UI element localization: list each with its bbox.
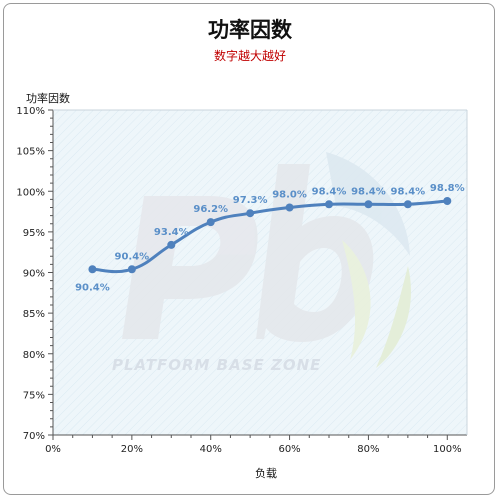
data-label: 90.4% [75, 282, 110, 293]
data-point [167, 240, 176, 249]
y-tick-label: 75% [23, 390, 45, 401]
watermark-leaf-green [342, 240, 371, 360]
data-label: 97.3% [233, 195, 268, 206]
data-labels: 90.4% 90.4% 93.4% 96.2% 97.3% 98.0% 98.4% 98.4%… [75, 183, 465, 293]
data-point [127, 265, 136, 274]
chart-subtitle: 数字越大越好 [213, 49, 286, 63]
chart-frame: 功率因数 数字越大越好 PLATFORM BASE ZONE 70% 75% 80%… [3, 3, 495, 495]
data-point [325, 200, 333, 209]
x-tick-labels: 0% 20% 40% 60% 80% 100% [45, 444, 462, 455]
series-points [88, 197, 452, 274]
y-tick-label: 90% [23, 269, 45, 280]
y-axis-title: 功率因数 [26, 91, 70, 105]
watermark-letter-p [122, 196, 258, 339]
x-tick-label: 60% [278, 444, 300, 455]
data-label: 96.2% [193, 204, 228, 215]
chart-title: 功率因数 [208, 18, 292, 42]
data-label: 93.4% [154, 227, 189, 238]
y-tick-label: 80% [23, 350, 45, 361]
data-label: 98.4% [312, 186, 347, 197]
y-tick-label: 85% [23, 309, 45, 320]
data-point [443, 197, 452, 205]
series-line [92, 199, 448, 274]
data-point [285, 203, 294, 212]
y-tick-labels: 70% 75% 80% 85% 90% 95% 100% 105% 110% [16, 106, 45, 442]
y-tick-label: 105% [16, 147, 45, 158]
data-label: 98.8% [430, 183, 465, 194]
data-label: 98.4% [351, 186, 386, 197]
x-tick-label: 0% [45, 444, 61, 455]
data-point [403, 200, 412, 209]
data-point [364, 200, 373, 209]
x-tick-label: 20% [121, 444, 143, 455]
y-tick-label: 110% [16, 106, 45, 117]
watermark-leaf-green-2 [376, 266, 412, 368]
x-tick-label: 40% [200, 444, 222, 455]
y-tick-label: 70% [23, 431, 45, 442]
x-tick-label: 100% [433, 444, 462, 455]
watermark-text: PLATFORM BASE ZONE [112, 356, 321, 374]
y-tick-label: 100% [16, 187, 45, 198]
y-tick-label: 95% [23, 228, 45, 239]
data-point [88, 265, 97, 274]
x-axis-title: 负载 [255, 466, 277, 480]
line-chart: PLATFORM BASE ZONE 70% 75% 80% 85% 90% 95% 100… [16, 91, 468, 480]
data-label: 90.4% [115, 251, 150, 262]
axes [48, 109, 468, 440]
data-label: 98.0% [272, 190, 307, 201]
data-point [246, 209, 255, 218]
data-point [206, 218, 215, 227]
x-tick-label: 80% [357, 444, 379, 455]
data-label: 98.4% [391, 186, 426, 197]
